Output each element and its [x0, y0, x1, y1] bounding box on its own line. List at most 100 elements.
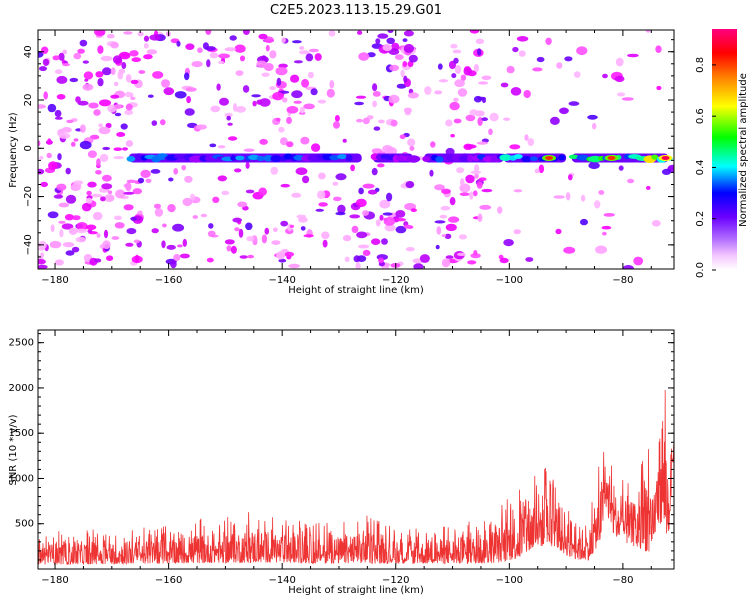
- noise-speck: [40, 181, 48, 188]
- noise-speck: [286, 116, 292, 124]
- noise-speck: [469, 30, 480, 34]
- noise-speck: [110, 41, 119, 49]
- band-cell: [406, 155, 421, 163]
- noise-speck: [601, 225, 612, 230]
- noise-speck: [87, 229, 93, 233]
- noise-speck: [234, 227, 240, 232]
- noise-speck: [50, 224, 55, 232]
- noise-speck: [125, 242, 134, 247]
- noise-speck: [555, 228, 562, 235]
- band-cell: [435, 156, 444, 163]
- noise-speck: [278, 126, 285, 133]
- noise-speck: [152, 71, 164, 79]
- noise-speck: [38, 104, 47, 109]
- noise-speck: [479, 204, 492, 210]
- noise-speck: [381, 238, 388, 245]
- noise-speck: [291, 192, 302, 198]
- noise-speck: [113, 156, 125, 160]
- noise-speck: [125, 140, 134, 147]
- x-tick-label: −100: [496, 575, 523, 586]
- noise-speck: [184, 175, 193, 183]
- noise-speck: [438, 79, 449, 83]
- noise-speck: [402, 61, 408, 67]
- noise-speck: [56, 94, 66, 100]
- top-y-axis: −40 −20 0 20 40: [23, 39, 674, 270]
- noise-speck: [106, 33, 115, 39]
- noise-speck: [525, 257, 534, 262]
- noise-speck: [436, 226, 442, 235]
- noise-speck: [298, 216, 308, 223]
- noise-speck: [38, 140, 41, 147]
- noise-speck: [65, 194, 77, 204]
- noise-speck: [378, 257, 384, 264]
- noise-speck: [58, 132, 71, 139]
- noise-speck: [73, 180, 84, 185]
- noise-speck: [38, 247, 45, 251]
- band-cell: [270, 155, 282, 163]
- noise-speck: [101, 183, 113, 190]
- noise-speck: [302, 175, 310, 184]
- noise-speck: [261, 234, 268, 244]
- noise-speck: [206, 257, 214, 263]
- noise-speck: [123, 31, 133, 35]
- noise-speck: [281, 37, 286, 43]
- noise-speck: [54, 109, 62, 118]
- noise-speck: [275, 66, 288, 76]
- noise-speck: [377, 163, 385, 168]
- noise-speck: [386, 37, 396, 44]
- noise-speck: [251, 94, 261, 98]
- noise-speck: [242, 85, 250, 93]
- noise-speck: [488, 128, 493, 136]
- noise-speck: [235, 70, 244, 76]
- colorbar-tick-label: 0.8: [695, 57, 706, 73]
- noise-speck: [161, 79, 170, 88]
- noise-speck: [77, 48, 85, 54]
- noise-speck: [441, 188, 451, 194]
- band-cell: [521, 155, 532, 163]
- colorbar-label: Normalized spectral amplitude: [738, 73, 749, 227]
- noise-speck: [580, 218, 588, 226]
- noise-speck: [550, 116, 560, 125]
- noise-speck: [62, 63, 70, 67]
- noise-speck: [182, 238, 187, 247]
- noise-speck: [110, 94, 120, 99]
- noise-speck: [615, 57, 624, 67]
- noise-speck: [210, 105, 221, 113]
- noise-speck: [130, 216, 137, 221]
- noise-speck: [513, 189, 523, 193]
- noise-speck: [243, 148, 255, 152]
- noise-speck: [42, 58, 50, 66]
- y-tick-label: 0: [23, 145, 34, 151]
- snr-panel: −180 −160 −140 −120 −100 −80 500 1000 1500 2000 2…: [8, 329, 675, 596]
- noise-speck: [234, 168, 242, 173]
- noise-speck: [475, 38, 485, 44]
- noise-speck: [174, 91, 187, 99]
- noise-speck: [503, 117, 511, 121]
- noise-speck: [114, 215, 122, 221]
- noise-speck: [238, 228, 244, 238]
- noise-speck: [100, 55, 113, 62]
- y-tick-label: 1500: [9, 428, 34, 439]
- noise-speck: [97, 45, 104, 54]
- noise-speck: [286, 141, 294, 148]
- band-cell: [651, 154, 659, 160]
- noise-speck: [387, 30, 394, 33]
- noise-speck: [545, 37, 552, 45]
- bottom-x-axis-label: Height of straight line (km): [288, 585, 424, 596]
- noise-speck: [47, 211, 59, 219]
- noise-speck: [75, 228, 88, 233]
- noise-speck: [333, 196, 342, 202]
- noise-speck: [205, 30, 212, 35]
- noise-speck: [386, 192, 393, 202]
- noise-speck: [224, 112, 233, 118]
- noise-speck: [429, 169, 434, 177]
- noise-speck: [75, 96, 81, 103]
- band-cell: [174, 154, 187, 159]
- noise-speck: [453, 97, 459, 102]
- noise-speck: [62, 242, 75, 248]
- noise-speck: [358, 52, 370, 61]
- noise-speck: [102, 240, 111, 250]
- noise-speck: [245, 222, 253, 231]
- noise-speck: [621, 97, 634, 101]
- band-peak: [661, 155, 670, 160]
